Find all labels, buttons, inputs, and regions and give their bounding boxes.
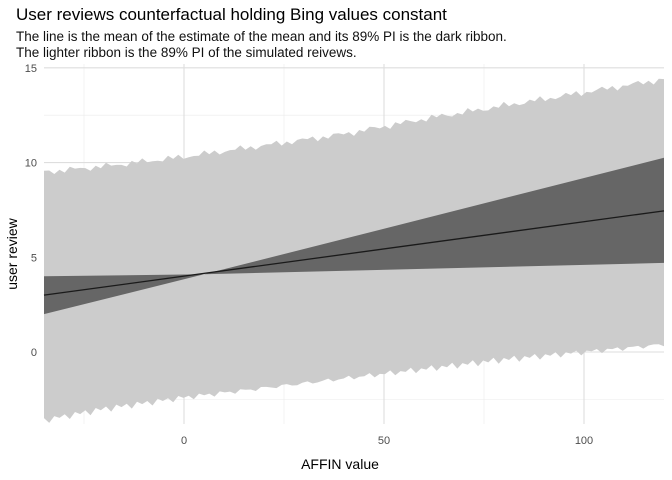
mean-line — [43, 210, 665, 296]
mean-estimate-ribbon — [44, 157, 664, 315]
y-tick-label: 0 — [31, 347, 37, 359]
ribbons — [44, 78, 664, 423]
x-tick-label: 100 — [575, 435, 593, 447]
y-tick-label: 5 — [31, 252, 37, 264]
chart-title: User reviews counterfactual holding Bing… — [16, 5, 447, 24]
x-axis-title: AFFIN value — [301, 456, 379, 472]
chart-subtitle-line-2: The lighter ribbon is the 89% PI of the … — [16, 45, 357, 60]
mean-line-group — [43, 210, 665, 296]
x-tick-label: 0 — [181, 435, 187, 447]
x-tick-label: 50 — [378, 435, 390, 447]
y-tick-label: 10 — [25, 158, 37, 170]
tick-labels: 0 50 100 0 5 10 15 — [25, 63, 593, 447]
y-tick-label: 15 — [25, 63, 37, 75]
chart-subtitle-line-1: The line is the mean of the estimate of … — [16, 29, 507, 44]
y-axis-title: user review — [4, 217, 20, 289]
